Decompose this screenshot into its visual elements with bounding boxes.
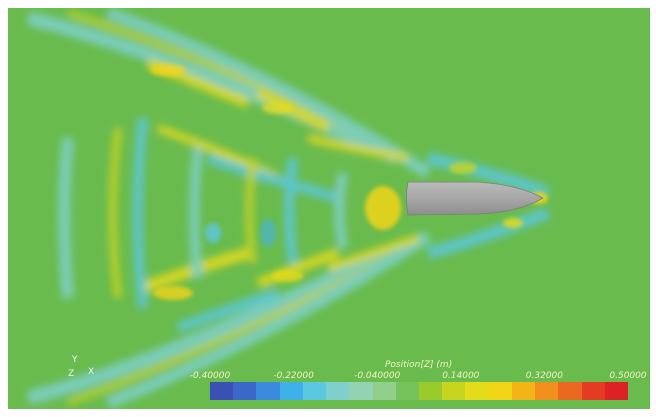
colorbar-swatch xyxy=(349,382,373,400)
colorbar-swatch xyxy=(210,382,234,400)
legend-tick-label: 0.14000 xyxy=(442,371,480,381)
legend-tick-label: -0.040000 xyxy=(354,371,401,381)
colorbar-swatch xyxy=(535,382,559,400)
legend-tick-label: -0.22000 xyxy=(273,371,314,381)
legend-tick-label: 0.32000 xyxy=(525,371,563,381)
colorbar-swatch xyxy=(302,382,327,400)
wave-pattern-contour xyxy=(26,8,551,409)
color-scale-bar xyxy=(210,382,628,400)
colorbar-swatch xyxy=(604,382,628,400)
colorbar-swatch xyxy=(372,382,396,400)
legend-title: Position[Z] (m) xyxy=(385,360,453,370)
colorbar-swatch xyxy=(279,382,303,400)
colorbar-swatch xyxy=(326,382,350,400)
colorbar-swatch xyxy=(395,382,419,400)
axis-y-label: Y xyxy=(72,355,78,365)
colorbar-swatch xyxy=(511,382,536,400)
legend-tick-label: -0.40000 xyxy=(189,371,231,381)
colorbar-swatch xyxy=(581,382,605,400)
ship-hull xyxy=(406,181,544,216)
colorbar-swatch xyxy=(418,382,443,400)
colorbar-swatch xyxy=(233,382,257,400)
colorbar-swatch xyxy=(442,382,466,400)
colorbar-swatch xyxy=(465,382,489,400)
colorbar-swatch xyxy=(558,382,582,400)
colorbar-swatch xyxy=(488,382,512,400)
wave-peaks xyxy=(150,64,548,300)
axis-z-label: Z xyxy=(68,369,75,379)
simulation-viewport xyxy=(8,8,650,409)
colorbar-swatch xyxy=(256,382,280,400)
axis-x-label: X xyxy=(88,367,95,377)
wave-crests xyxy=(26,8,551,409)
axes-triad: Y Z X xyxy=(62,355,100,385)
legend-tick-label: 0.50000 xyxy=(609,371,647,381)
